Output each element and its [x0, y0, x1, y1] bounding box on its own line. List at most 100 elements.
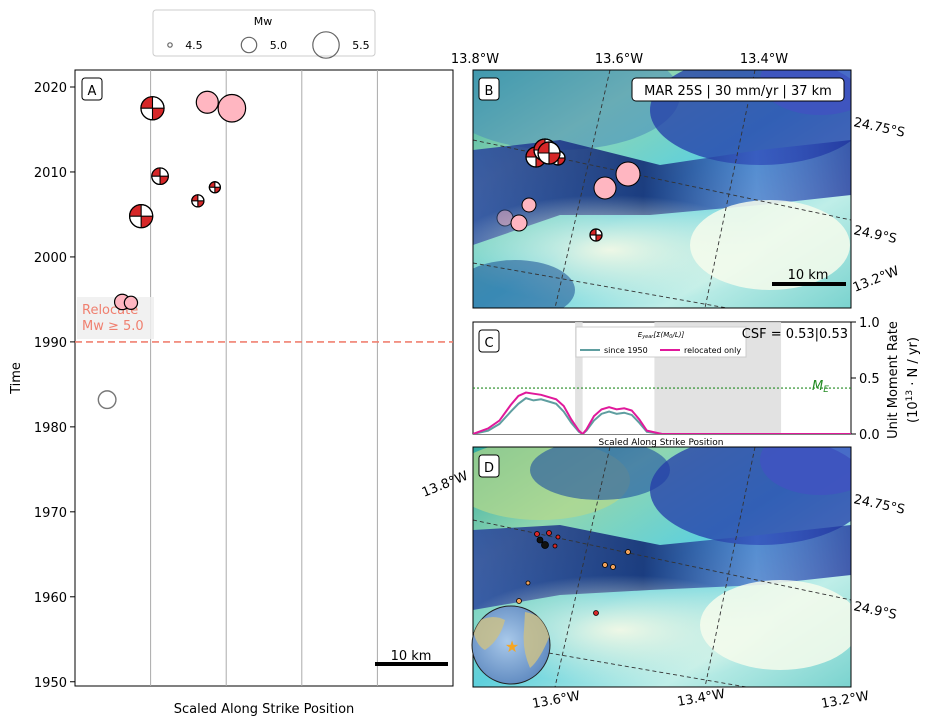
map-event-small	[625, 549, 631, 555]
event-beachball-4	[208, 181, 221, 194]
map-event-small	[610, 564, 616, 570]
panel-b-bathymetry	[473, 70, 851, 308]
c-ytick-label-0.5: 0.5	[859, 372, 880, 387]
map-event-small	[516, 598, 522, 604]
panel-d-label-box	[478, 454, 500, 478]
panel-b-info-box	[631, 77, 845, 102]
globe-inset: ★	[471, 605, 551, 685]
map-beachball-3	[537, 141, 561, 165]
map-event-small	[541, 541, 549, 549]
tick-right-d-1: 24.75°S	[852, 492, 906, 517]
panel-d-label: D	[484, 461, 494, 476]
panel-c-csf: CSF = 0.53|0.53	[742, 327, 848, 342]
map-event	[593, 176, 617, 200]
ytick-label-2010: 2010	[34, 166, 67, 181]
legend-since-label: since 1950	[604, 346, 648, 355]
ytick-label-1990: 1990	[34, 336, 67, 351]
shaded-region-0	[575, 322, 583, 434]
panel-a-label-box	[81, 77, 103, 101]
panel-b: B MAR 25S | 30 mm/yr | 37 km 10 km 13.8°…	[451, 52, 906, 309]
series-line-1	[473, 391, 851, 434]
map-event-small	[602, 562, 608, 568]
ytick-label-2000: 2000	[34, 251, 67, 266]
panel-c-ylabel-1: Unit Moment Rate	[886, 321, 901, 439]
map-event	[615, 161, 641, 187]
panel-c-legend: Eyear[Σ(M0/L)] since 1950 relocated only	[575, 326, 747, 358]
legend-marker-5.5	[312, 31, 340, 59]
map-event	[510, 214, 528, 232]
panel-b-scalebar-label: 10 km	[788, 268, 829, 283]
legend-relocated-label: relocated only	[684, 346, 741, 355]
tick-right-b-1: 24.75°S	[852, 115, 906, 140]
legend-entries: 4.5 5.0 5.5	[167, 31, 370, 59]
event-beachball-0	[140, 96, 165, 121]
tick-right-b-3: 13.2°W	[851, 264, 902, 296]
panel-a-label: A	[88, 84, 97, 99]
legend-title: Mw	[254, 15, 273, 28]
star-icon: ★	[505, 637, 519, 656]
event-marker-8	[123, 295, 139, 311]
tick-right-b-2: 24.9°S	[852, 223, 898, 247]
panel-a-frame	[74, 69, 454, 687]
event-marker-9	[97, 390, 117, 410]
panel-d: ★ D 13.8°W 24.75°S 24.9°S 13.6°W 13.4°W …	[420, 446, 906, 712]
panel-c-label-box	[478, 329, 500, 353]
panel-b-events	[496, 161, 641, 232]
event-beachball-5	[191, 194, 205, 208]
ytick-label-1950: 1950	[34, 676, 67, 691]
map-event-small	[546, 530, 552, 536]
tick-bottom-d-2: 13.4°W	[676, 687, 726, 710]
event-beachball-6	[128, 203, 154, 229]
panel-d-frame	[472, 446, 852, 688]
legend-label-5.0: 5.0	[270, 39, 288, 52]
panel-c-label: C	[484, 336, 493, 351]
map-event-small	[534, 531, 540, 537]
series-fill	[473, 392, 851, 434]
ytick-label-1980: 1980	[34, 421, 67, 436]
ytick-label-1960: 1960	[34, 591, 67, 606]
tick-top-3: 13.4°W	[740, 52, 788, 67]
event-marker-2	[217, 93, 247, 123]
legend-label-4.5: 4.5	[185, 39, 203, 52]
ytick-label-1970: 1970	[34, 506, 67, 521]
tick-right-d-2: 24.9°S	[852, 599, 898, 623]
map-event-small	[593, 610, 599, 616]
legend-frame	[152, 9, 376, 57]
mw-legend: Mw 4.5 5.0 5.5	[152, 9, 376, 59]
series-line-0	[473, 397, 851, 434]
legend-label-5.5: 5.5	[352, 39, 370, 52]
panel-c-yticks: 0.0 0.5 1.0	[851, 316, 880, 443]
panel-c-ylabel-2: (1013 · N / yr)	[905, 337, 921, 423]
tick-bottom-d-1: 13.6°W	[531, 689, 581, 712]
event-beachball-3	[151, 167, 169, 186]
map-event-small	[555, 534, 561, 540]
panel-c-series	[473, 391, 851, 434]
c-ytick-label-0: 0.0	[859, 428, 880, 443]
legend-marker-5.0	[240, 36, 258, 54]
map-beachball-4	[589, 228, 603, 242]
panel-a-ylabel: Time	[9, 362, 24, 395]
map-event-small	[552, 543, 558, 549]
panel-a-yticks: 1950 1960 1970 1980 1990 2000 2010 2020	[34, 81, 75, 691]
map-event-small	[525, 580, 531, 586]
event-marker-1	[195, 90, 219, 114]
map-event	[521, 197, 537, 213]
ytick-label-2020: 2020	[34, 81, 67, 96]
relocate-label-line2: Mw ≥ 5.0	[82, 319, 144, 334]
panel-d-events	[516, 530, 631, 616]
panel-b-frame	[472, 69, 852, 309]
panel-b-label: B	[485, 84, 494, 99]
panel-a-gridlines	[150, 70, 378, 686]
panel-c-legend-title: Eyear[Σ(M0/L)]	[638, 331, 685, 340]
c-ytick-label-1: 1.0	[859, 316, 880, 331]
panel-a-scalebar-label: 10 km	[391, 649, 432, 664]
panel-a-xlabel: Scaled Along Strike Position	[174, 702, 355, 717]
tick-bottom-d-3: 13.2°W	[820, 689, 870, 712]
panel-a-events	[97, 90, 247, 410]
legend-marker-4.5	[167, 42, 173, 48]
tick-top-1: 13.8°W	[451, 52, 499, 67]
panel-c: ME Eyear[Σ(M0/L)] since 1950 relocated o…	[472, 316, 921, 448]
tick-top-2: 13.6°W	[595, 52, 643, 67]
